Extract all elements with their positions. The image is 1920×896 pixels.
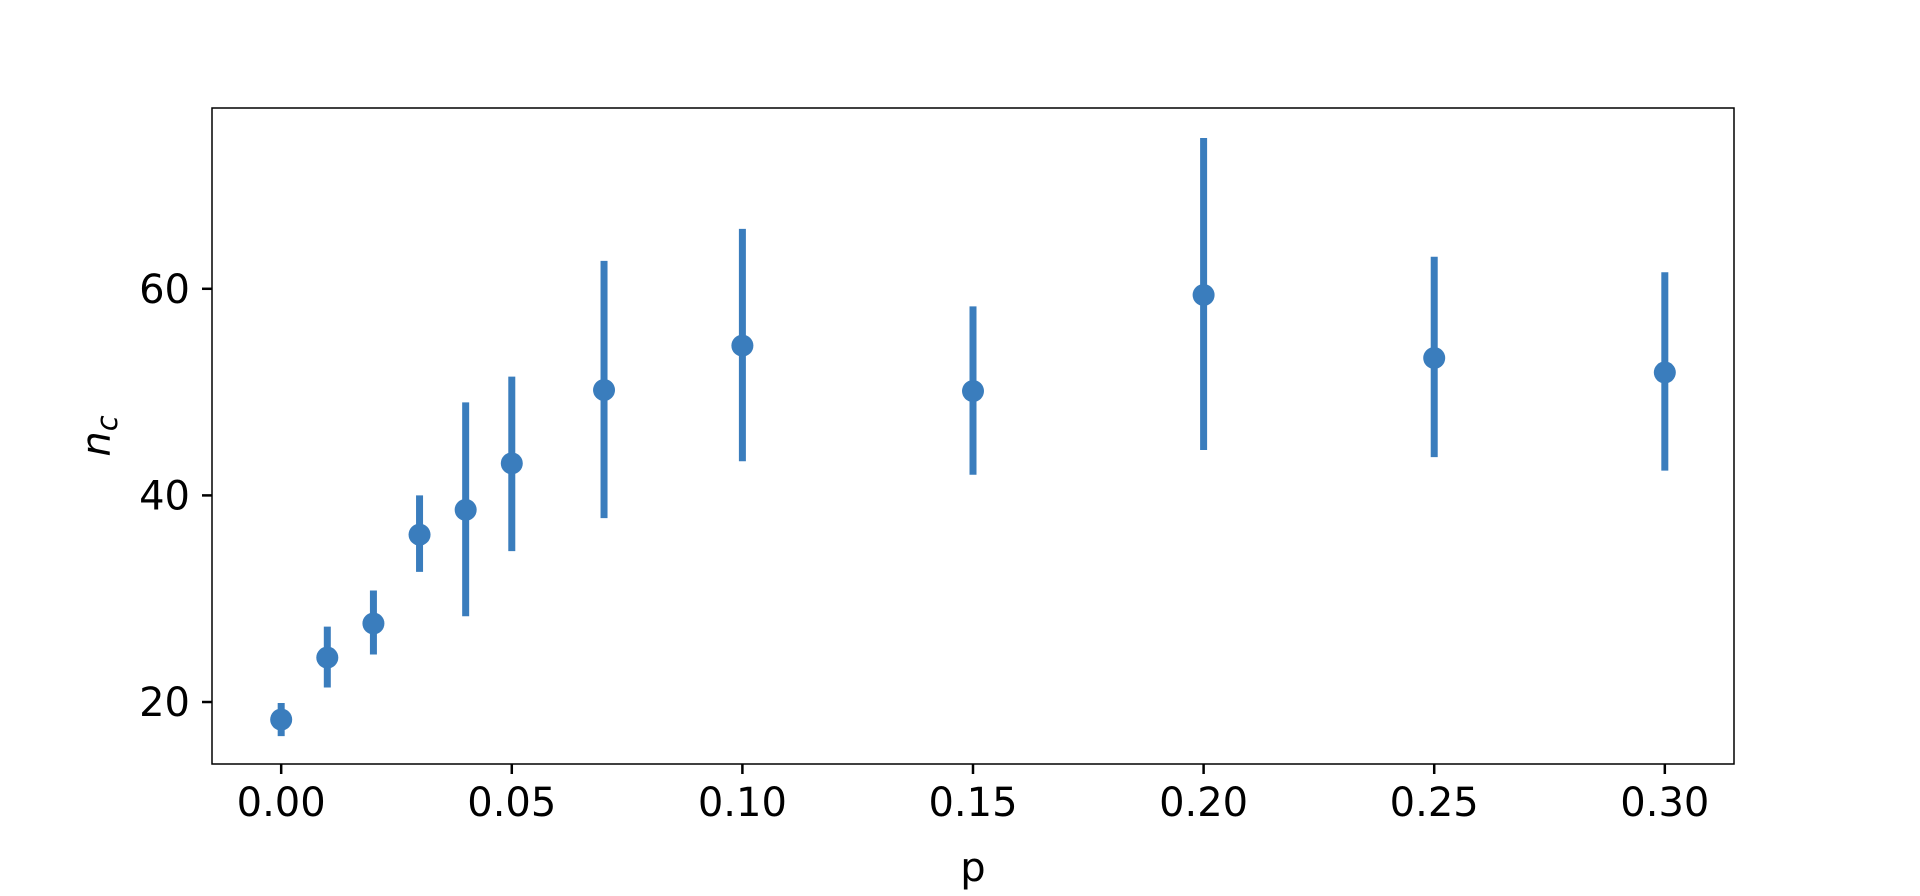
data-point bbox=[1653, 361, 1676, 384]
x-tick-label: 0.25 bbox=[1390, 780, 1479, 826]
y-axis-label-subscript: c bbox=[90, 415, 124, 431]
data-point bbox=[962, 380, 984, 403]
x-tick-label: 0.20 bbox=[1159, 780, 1248, 826]
data-point bbox=[731, 334, 754, 357]
data-point bbox=[1423, 347, 1446, 370]
x-tick-label: 0.15 bbox=[928, 780, 1017, 826]
data-point bbox=[1192, 283, 1215, 306]
y-tick-label: 60 bbox=[139, 267, 190, 313]
x-tick-label: 0.00 bbox=[237, 780, 326, 826]
y-axis-label-main: n bbox=[74, 431, 120, 456]
x-axis-label: p bbox=[960, 845, 985, 891]
data-point bbox=[316, 646, 339, 669]
x-tick-label: 0.30 bbox=[1620, 780, 1709, 826]
y-tick-label: 20 bbox=[139, 680, 190, 726]
data-point bbox=[454, 498, 477, 521]
svg-text:nc: nc bbox=[74, 415, 124, 456]
data-point bbox=[500, 452, 523, 475]
data-point bbox=[408, 523, 431, 546]
data-point bbox=[362, 612, 385, 635]
y-tick-label: 40 bbox=[139, 473, 190, 519]
y-axis-label: nc bbox=[74, 415, 124, 456]
data-point bbox=[593, 379, 616, 402]
x-tick-label: 0.05 bbox=[467, 780, 556, 826]
data-points bbox=[270, 137, 1676, 737]
x-axis-ticks: 0.00 0.05 0.10 0.15 0.20 0.25 0.30 bbox=[237, 764, 1709, 826]
data-point bbox=[270, 708, 293, 731]
y-axis-ticks: 20 40 60 bbox=[139, 267, 212, 726]
x-tick-label: 0.10 bbox=[698, 780, 787, 826]
